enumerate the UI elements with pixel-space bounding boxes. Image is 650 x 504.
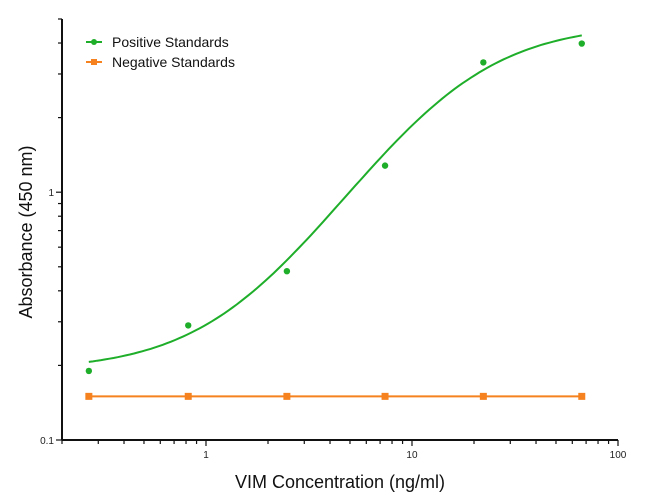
legend-item-positive: Positive Standards <box>86 34 229 50</box>
x-axis-title: VIM Concentration (ng/ml) <box>235 472 445 492</box>
positive-fit-curve <box>88 34 582 363</box>
negative-point <box>85 392 93 400</box>
negative-point <box>381 392 389 400</box>
legend-negative-label: Negative Standards <box>112 54 235 70</box>
positive-point <box>185 322 192 329</box>
positive-point <box>480 59 487 66</box>
positive-point <box>578 40 585 47</box>
legend-item-negative: Negative Standards <box>86 54 235 70</box>
legend-positive-marker <box>91 39 97 45</box>
positive-point <box>381 162 389 169</box>
positive-point <box>283 267 291 275</box>
y-tick-label: 0.1 <box>40 436 54 447</box>
positive-point <box>85 367 93 375</box>
negative-point <box>479 392 487 400</box>
legend-negative-marker <box>91 59 97 65</box>
legend: Positive Standards Negative Standards <box>86 34 235 70</box>
plot-area <box>85 34 586 400</box>
negative-point <box>578 392 586 400</box>
x-tick-label: 1 <box>203 450 209 461</box>
x-tick-label: 100 <box>610 450 627 461</box>
negative-point <box>184 392 192 400</box>
legend-positive-label: Positive Standards <box>112 34 229 50</box>
y-tick-label: 1 <box>48 188 54 199</box>
negative-point <box>283 392 291 400</box>
y-axis-title: Absorbance (450 nm) <box>16 145 36 318</box>
axes: 1 10 100 0.1 1 <box>40 18 627 461</box>
x-tick-label: 10 <box>406 450 418 461</box>
